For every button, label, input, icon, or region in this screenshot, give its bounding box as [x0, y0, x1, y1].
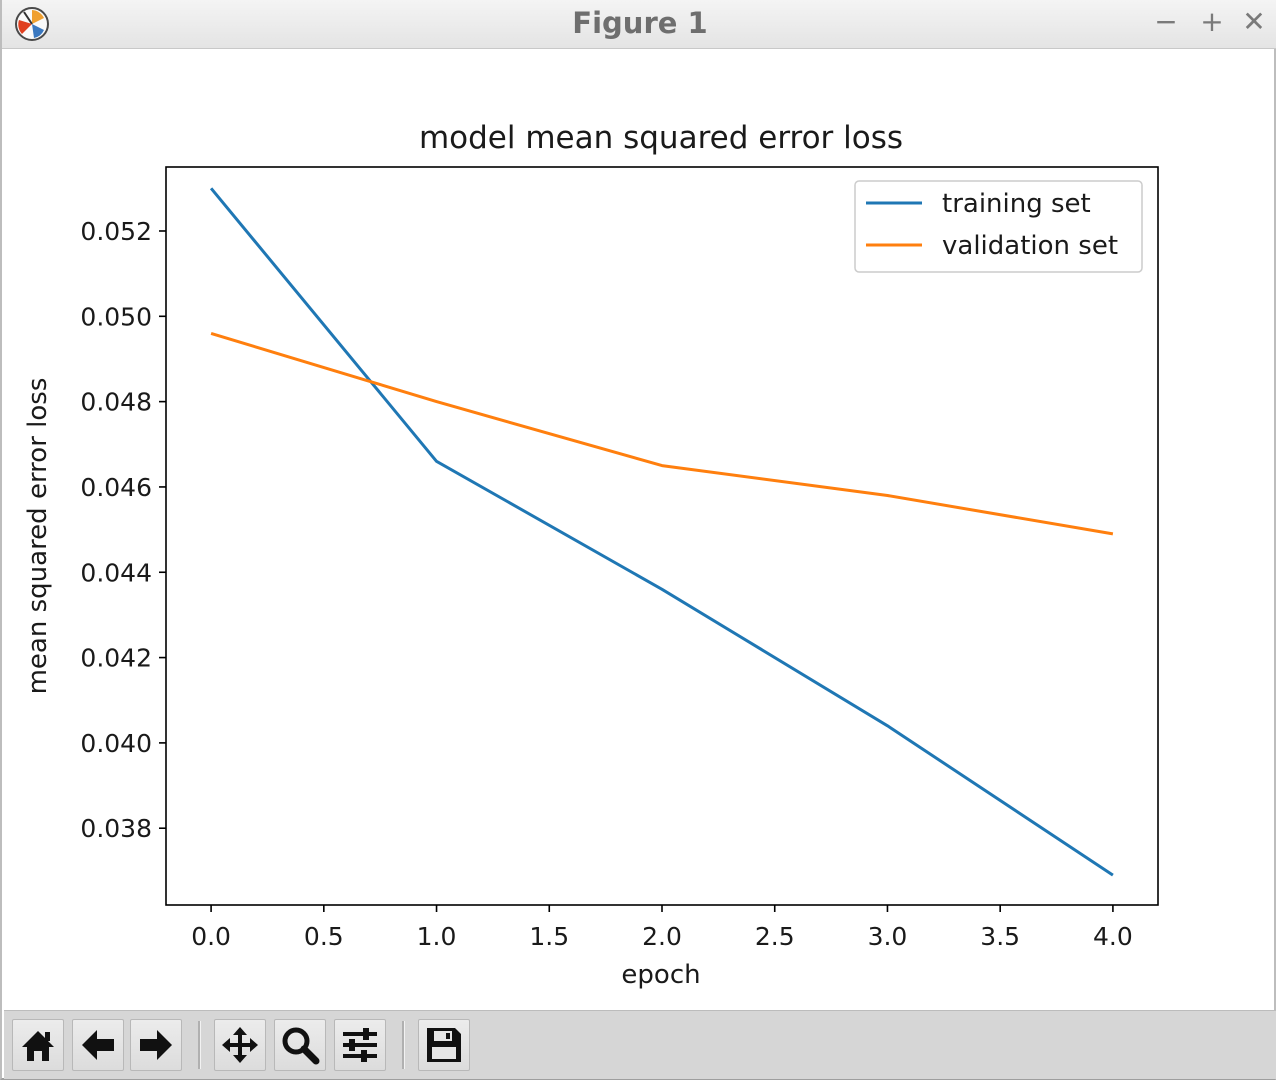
chart-title: model mean squared error loss: [419, 120, 903, 156]
matplotlib-icon: [15, 7, 49, 41]
zoom-button[interactable]: [274, 1019, 326, 1071]
x-tick-label: 2.0: [642, 922, 682, 951]
minimize-button[interactable]: −: [1154, 5, 1178, 38]
x-tick-label: 0.0: [191, 922, 231, 951]
y-tick-label: 0.038: [80, 814, 152, 843]
x-tick-label: 3.0: [868, 922, 908, 951]
y-tick-label: 0.044: [80, 558, 152, 587]
y-tick-label: 0.042: [80, 644, 152, 673]
navigation-toolbar: [4, 1010, 1276, 1079]
back-button[interactable]: [72, 1019, 124, 1071]
close-button[interactable]: ✕: [1242, 5, 1266, 38]
x-tick-label: 1.5: [529, 922, 569, 951]
y-tick-label: 0.048: [80, 388, 152, 417]
configure-subplots-button[interactable]: [334, 1019, 386, 1071]
legend-label: training set: [942, 189, 1091, 219]
forward-button[interactable]: [130, 1019, 182, 1071]
x-tick-label: 0.5: [304, 922, 344, 951]
plot-frame: [165, 166, 1159, 906]
x-axis: 0.0 0.5 1.0 1.5 2.0 2.5 3.0 3.5 4.0: [191, 905, 1133, 951]
legend-label: validation set: [942, 231, 1118, 261]
move-icon: [222, 1027, 258, 1063]
y-tick-label: 0.040: [80, 729, 152, 758]
y-tick-label: 0.052: [80, 217, 152, 246]
figure-canvas[interactable]: model mean squared error loss 0.038 0.040…: [4, 48, 1276, 1008]
toolbar-separator: [198, 1021, 201, 1069]
window-title: Figure 1: [572, 6, 708, 40]
floppy-disk-icon: [427, 1028, 461, 1062]
x-tick-label: 1.0: [417, 922, 457, 951]
y-tick-label: 0.046: [80, 473, 152, 502]
maximize-button[interactable]: +: [1200, 5, 1224, 38]
arrow-right-icon: [140, 1030, 172, 1060]
y-tick-label: 0.050: [80, 302, 152, 331]
home-icon: [22, 1031, 54, 1061]
validation-set-line: [210, 331, 1114, 536]
legend-box: [854, 180, 1143, 273]
plot-lines: [209, 187, 1114, 877]
title-bar[interactable]: Figure 1 − + ✕: [2, 0, 1276, 49]
pan-button[interactable]: [214, 1019, 266, 1071]
x-axis-label: epoch: [621, 960, 700, 990]
y-axis-label: mean squared error loss: [23, 378, 53, 695]
arrow-left-icon: [82, 1030, 114, 1060]
legend: training set validation set: [854, 180, 1143, 273]
magnifier-icon: [282, 1027, 320, 1065]
sliders-icon: [343, 1028, 377, 1062]
home-button[interactable]: [12, 1019, 64, 1071]
x-tick-label: 3.5: [980, 922, 1020, 951]
save-button[interactable]: [418, 1019, 470, 1071]
toolbar-separator: [402, 1021, 405, 1069]
training-set-line: [209, 187, 1114, 877]
x-tick-label: 2.5: [755, 922, 795, 951]
y-axis: 0.038 0.040 0.042 0.044 0.046 0.048 0.050 0.052: [80, 217, 166, 843]
x-tick-label: 4.0: [1093, 922, 1133, 951]
